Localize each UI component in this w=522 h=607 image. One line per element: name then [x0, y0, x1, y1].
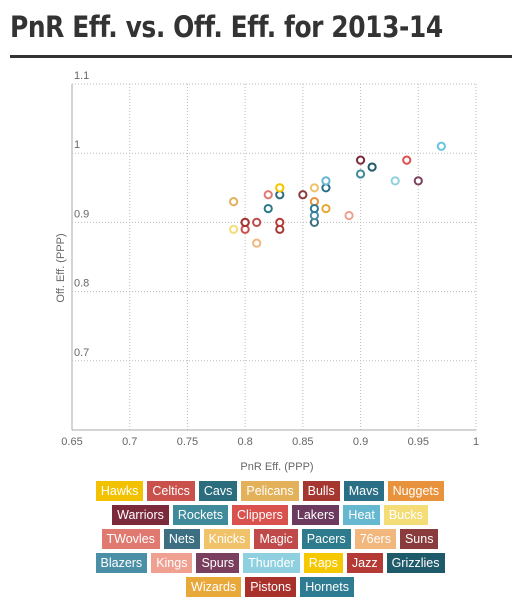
data-point-warriors[interactable] [355, 155, 366, 165]
data-point-pelicans[interactable] [229, 197, 239, 207]
legend-item-warriors[interactable]: Warriors [112, 505, 169, 525]
y-tick-label: 0.7 [74, 347, 89, 359]
y-axis-label: Off. Eff. (PPP) [55, 233, 67, 302]
data-point-raps[interactable] [275, 183, 285, 193]
data-point-76ers[interactable] [252, 238, 262, 248]
legend-item-pacers[interactable]: Pacers [301, 529, 351, 549]
legend-item-kings[interactable]: Kings [151, 553, 193, 573]
legend-item-celtics[interactable]: Celtics [147, 481, 195, 501]
legend-item-lakers[interactable]: Lakers [291, 505, 340, 525]
legend-item-pelicans[interactable]: Pelicans [241, 481, 299, 501]
x-tick-label: 0.95 [408, 436, 429, 448]
legend-item-magic[interactable]: Magic [254, 529, 298, 549]
x-tick-label: 0.7 [122, 436, 137, 448]
data-point-knicks[interactable] [309, 183, 319, 193]
data-point-rockets[interactable] [355, 169, 366, 179]
data-point-bucks[interactable] [229, 224, 239, 234]
legend-item-bulls[interactable]: Bulls [302, 481, 340, 501]
legend-item-spurs[interactable]: Spurs [196, 553, 240, 573]
data-point-pacers[interactable] [263, 203, 273, 214]
legend-item-cavs[interactable]: Cavs [198, 481, 238, 501]
data-point-hornets[interactable] [309, 203, 319, 214]
legend-item-rockets[interactable]: Rockets [172, 505, 229, 525]
data-point-wizards[interactable] [321, 203, 331, 214]
data-point-heat[interactable] [321, 176, 331, 186]
data-point-suns[interactable] [298, 190, 308, 200]
scatter-plot: 0.65 0.7 0.75 0.8 0.85 0.9 0.95 10.70.80.911.1 … [55, 70, 479, 473]
legend-item-bucks[interactable]: Bucks [383, 505, 428, 525]
title-underline [10, 55, 512, 58]
legend-item-wizards[interactable]: Wizards [186, 577, 242, 597]
legend-item-nets[interactable]: Nets [163, 529, 200, 549]
legend-item-heat[interactable]: Heat [343, 505, 380, 525]
x-tick-label: 0.65 [61, 436, 82, 448]
x-tick-label: 0.9 [353, 436, 368, 448]
legend-item-knicks[interactable]: Knicks [203, 529, 251, 549]
data-point-kings[interactable] [344, 210, 354, 221]
data-point-twovles[interactable] [263, 190, 273, 200]
x-axis-label: PnR Eff. (PPP) [240, 461, 313, 473]
y-tick-label: 1 [74, 139, 80, 151]
legend-item-76ers[interactable]: 76ers [354, 529, 396, 549]
team-legend: Hawks Celtics Cavs Pelicans Bulls Mavs Nuggets… [84, 481, 456, 597]
data-point-spurs[interactable] [413, 176, 423, 186]
legend-item-clippers[interactable]: Clippers [232, 505, 288, 525]
x-tick-label: 0.8 [237, 436, 252, 448]
data-point-clippers[interactable] [402, 155, 412, 165]
y-tick-label: 0.9 [74, 208, 89, 220]
data-point-grizzlies[interactable] [367, 162, 377, 172]
legend-item-hawks[interactable]: Hawks [95, 481, 144, 501]
x-tick-label: 0.85 [292, 436, 313, 448]
data-point-thunder[interactable] [390, 176, 400, 186]
legend-item-nuggets[interactable]: Nuggets [387, 481, 445, 501]
legend-item-pistons[interactable]: Pistons [245, 577, 297, 597]
data-point[interactable] [436, 141, 446, 151]
data-point-jazz[interactable] [275, 217, 285, 227]
y-tick-label: 1.1 [74, 70, 89, 82]
tick-labels: 0.65 0.7 0.75 0.8 0.85 0.9 0.95 1 0.7 0.8 0.9 1 1.1 [61, 70, 479, 448]
y-tick-label: 0.8 [74, 278, 89, 290]
data-points [229, 141, 446, 248]
legend-item-raps[interactable]: Raps [303, 553, 343, 573]
legend-item-blazers[interactable]: Blazers [95, 553, 148, 573]
legend-item-mavs[interactable]: Mavs [343, 481, 384, 501]
legend-item-jazz[interactable]: Jazz [346, 553, 383, 573]
legend-item-hornets[interactable]: Hornets [300, 577, 354, 597]
grid [71, 83, 477, 431]
x-tick-label: 0.75 [177, 436, 198, 448]
x-tick-label: 1 [473, 436, 479, 448]
legend-item-thunder[interactable]: Thunder [243, 553, 300, 573]
legend-item-twovles[interactable]: TWovles [101, 529, 160, 549]
data-point-magic[interactable] [252, 217, 262, 227]
legend-item-grizzlies[interactable]: Grizzlies [386, 553, 445, 573]
legend-item-suns[interactable]: Suns [399, 529, 439, 549]
data-point-pistons[interactable] [240, 217, 250, 227]
chart-title: PnR Eff. vs. Off. Eff. for 2013-14 [10, 10, 443, 44]
